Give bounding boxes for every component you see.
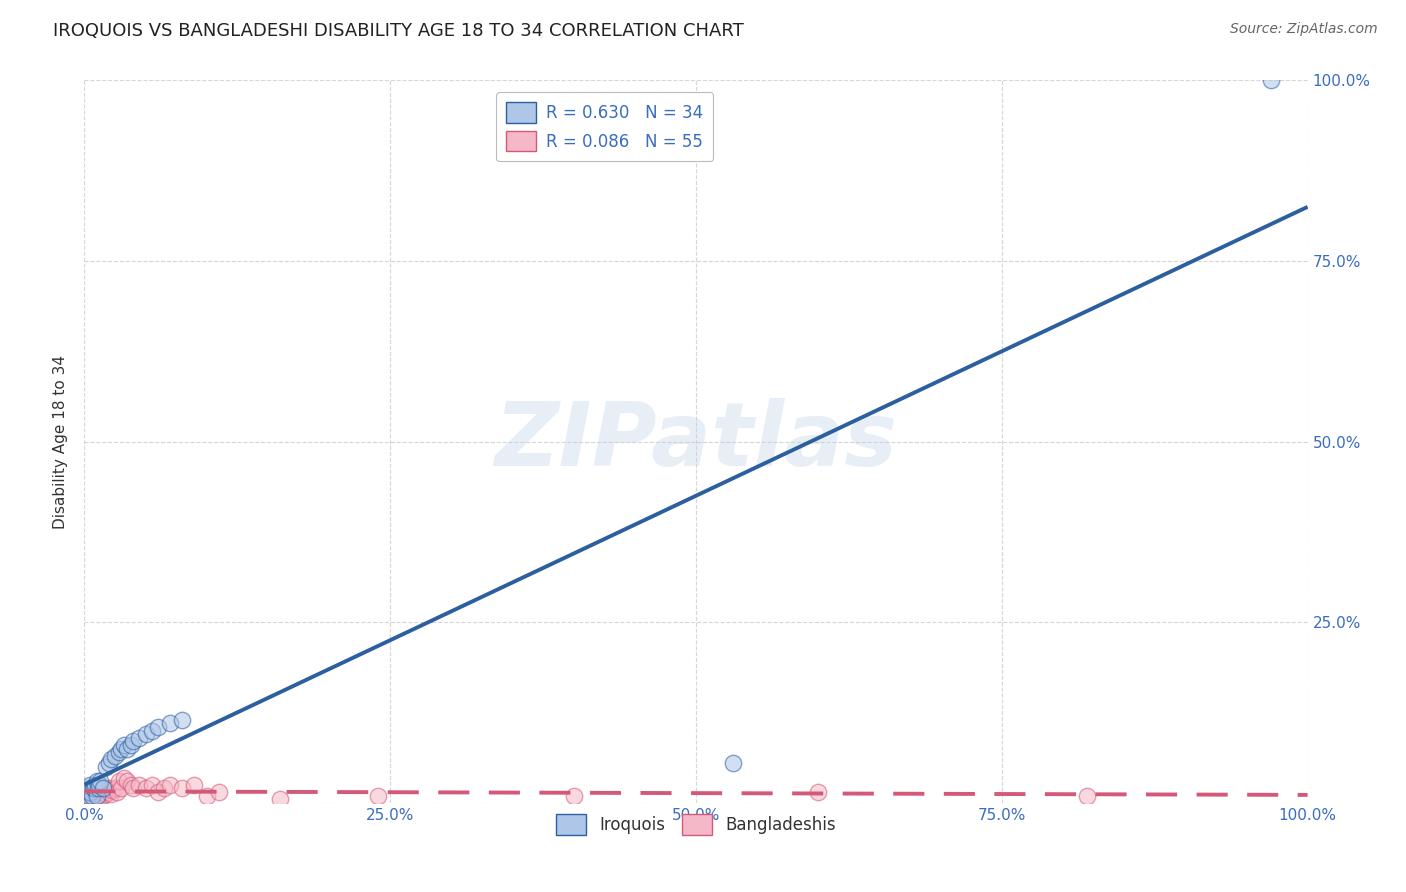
Point — [77, 787, 100, 801]
Point — [79, 778, 101, 792]
Point — [87, 778, 110, 792]
Point — [107, 774, 129, 789]
Point — [100, 752, 122, 766]
Point — [75, 792, 97, 806]
Point — [120, 738, 142, 752]
Legend: Iroquois, Bangladeshis: Iroquois, Bangladeshis — [550, 808, 842, 841]
Point — [153, 781, 176, 796]
Point — [122, 781, 145, 796]
Point — [84, 789, 107, 803]
Point — [172, 713, 194, 727]
Point — [183, 778, 205, 792]
Point — [79, 787, 101, 801]
Point — [100, 787, 122, 801]
Point — [104, 781, 127, 796]
Point — [89, 785, 111, 799]
Point — [77, 785, 100, 799]
Point — [107, 745, 129, 759]
Point — [77, 792, 100, 806]
Point — [135, 781, 157, 796]
Point — [208, 785, 231, 799]
Point — [79, 785, 101, 799]
Point — [135, 727, 157, 741]
Point — [82, 789, 104, 803]
Point — [172, 781, 194, 796]
Point — [94, 787, 117, 801]
Point — [96, 760, 118, 774]
Point — [91, 785, 114, 799]
Point — [96, 782, 118, 797]
Point — [1260, 73, 1282, 87]
Point — [104, 748, 127, 763]
Point — [83, 781, 105, 796]
Point — [120, 778, 142, 792]
Point — [112, 738, 135, 752]
Point — [115, 741, 138, 756]
Point — [89, 774, 111, 789]
Y-axis label: Disability Age 18 to 34: Disability Age 18 to 34 — [53, 354, 69, 529]
Point — [112, 771, 135, 785]
Point — [80, 792, 103, 806]
Point — [141, 723, 163, 738]
Point — [97, 756, 120, 770]
Point — [195, 789, 218, 803]
Point — [83, 782, 105, 797]
Point — [76, 790, 98, 805]
Point — [128, 731, 150, 745]
Point — [84, 778, 107, 792]
Point — [82, 790, 104, 805]
Point — [98, 781, 121, 796]
Point — [721, 756, 744, 770]
Point — [122, 734, 145, 748]
Point — [80, 785, 103, 799]
Point — [807, 785, 830, 799]
Point — [76, 789, 98, 803]
Point — [105, 785, 128, 799]
Point — [87, 787, 110, 801]
Point — [86, 781, 108, 796]
Point — [367, 789, 389, 803]
Point — [562, 789, 585, 803]
Point — [83, 787, 105, 801]
Point — [87, 790, 110, 805]
Point — [128, 778, 150, 792]
Point — [87, 781, 110, 796]
Point — [87, 782, 110, 797]
Point — [77, 785, 100, 799]
Point — [77, 789, 100, 803]
Point — [76, 789, 98, 803]
Point — [82, 781, 104, 796]
Point — [146, 785, 169, 799]
Point — [141, 778, 163, 792]
Point — [77, 781, 100, 796]
Text: ZIPatlas: ZIPatlas — [495, 398, 897, 485]
Point — [90, 781, 112, 796]
Point — [159, 778, 181, 792]
Point — [101, 782, 124, 797]
Point — [86, 789, 108, 803]
Point — [79, 790, 101, 805]
Point — [93, 781, 115, 796]
Point — [91, 781, 114, 796]
Point — [80, 789, 103, 803]
Point — [110, 741, 132, 756]
Point — [269, 792, 291, 806]
Point — [86, 774, 108, 789]
Point — [115, 774, 138, 789]
Point — [97, 785, 120, 799]
Point — [77, 789, 100, 803]
Point — [110, 781, 132, 796]
Point — [86, 785, 108, 799]
Point — [91, 789, 114, 803]
Point — [1076, 789, 1098, 803]
Point — [159, 716, 181, 731]
Text: Source: ZipAtlas.com: Source: ZipAtlas.com — [1230, 22, 1378, 37]
Text: IROQUOIS VS BANGLADESHI DISABILITY AGE 18 TO 34 CORRELATION CHART: IROQUOIS VS BANGLADESHI DISABILITY AGE 1… — [53, 22, 744, 40]
Point — [146, 720, 169, 734]
